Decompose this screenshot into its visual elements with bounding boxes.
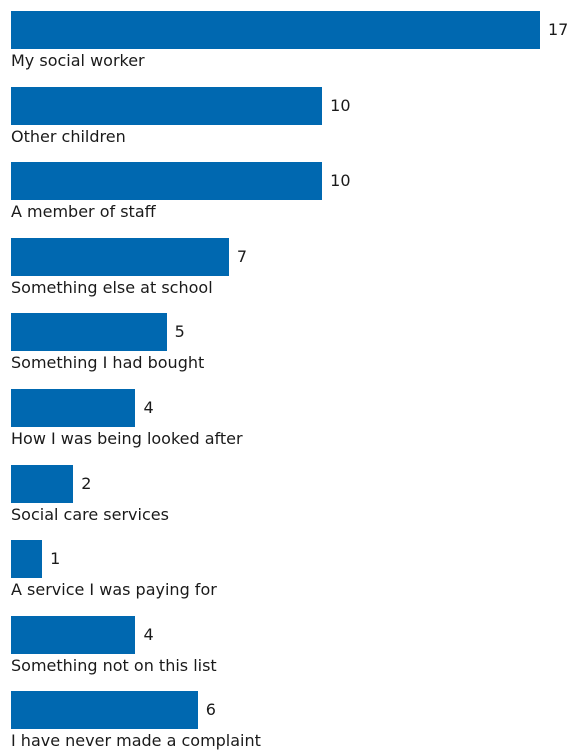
chart-bar [11,691,198,730]
chart-bar [11,313,167,352]
category-label: A service I was paying for [11,580,217,600]
chart-row: 10 Other children [0,76,568,152]
bar-value-label: 6 [205,700,216,720]
bar-value-label: 4 [143,624,154,644]
bar-value-label: 10 [330,171,351,191]
category-label: How I was being looked after [11,429,243,448]
category-label: Other children [11,126,126,146]
bar-value-label: 7 [236,246,247,266]
bar-value-label: 4 [143,398,154,417]
category-label: Something not on this list [11,655,217,675]
chart-bar [11,389,136,427]
chart-row: 4 How I was being looked after [0,378,568,454]
category-label: I have never made a complaint [11,731,261,751]
category-label: A member of staff [11,202,156,222]
bar-value-label: 1 [50,549,61,569]
chart-bar [11,237,229,276]
chart-row: 7 Something else at school [0,227,568,303]
category-label: Something else at school [11,277,213,297]
category-label: Something I had bought [11,353,205,373]
category-label: My social worker [11,51,145,70]
bar-value-label: 2 [81,473,92,493]
chart-bar [11,11,540,49]
chart-row: 10 A member of staff [0,151,568,227]
chart-bar [11,464,74,503]
chart-bar [11,162,323,201]
chart-row: 17 My social worker [0,0,568,76]
chart-row: 1 A service I was paying for [0,529,568,605]
chart-bar [11,86,323,125]
bar-value-label: 10 [330,95,351,115]
bar-value-label: 17 [548,20,568,39]
chart-row: 4 Something not on this list [0,605,568,681]
chart-row: 2 Social care services [0,454,568,530]
category-label: Social care services [11,504,169,524]
chart-bar [11,540,43,579]
chart-bar [11,615,136,654]
chart-row: 6 I have never made a complaint [0,680,568,756]
chart-row: 5 Something I had bought [0,302,568,378]
bar-value-label: 5 [174,322,185,342]
